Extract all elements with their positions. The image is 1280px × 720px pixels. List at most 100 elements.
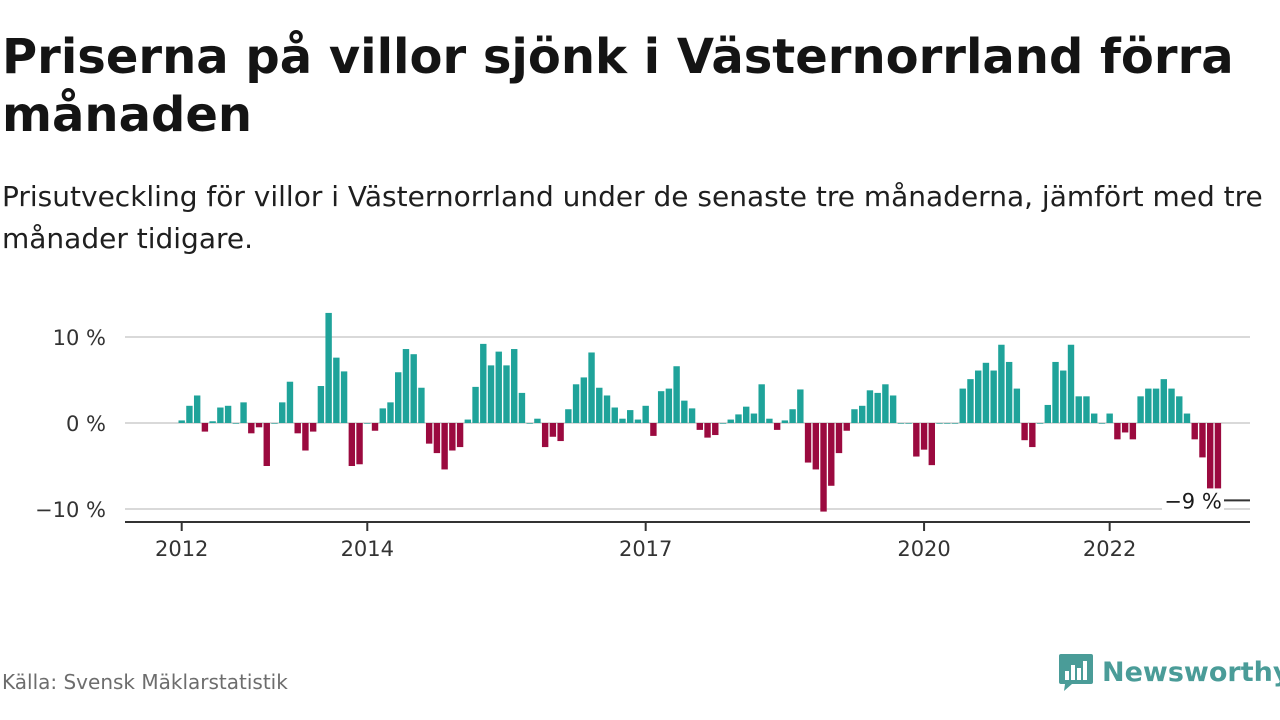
bar: [1214, 423, 1222, 501]
bar: [580, 377, 588, 423]
bar: [309, 423, 317, 432]
bar: [596, 387, 603, 423]
bar: [441, 423, 448, 470]
bar: [1206, 423, 1214, 492]
bar: [1176, 396, 1183, 423]
bar: [333, 357, 340, 423]
chart-subtitle: Prisutveckling för villor i Västernorrla…: [2, 180, 1263, 255]
bar: [1121, 423, 1129, 433]
bar: [812, 423, 820, 470]
bar: [688, 408, 696, 423]
bar: [650, 423, 657, 436]
bar: [1114, 423, 1121, 440]
bar: [1083, 396, 1090, 423]
bar: [758, 384, 765, 423]
bar: [975, 370, 982, 423]
bar: [859, 405, 866, 423]
bar: [565, 409, 572, 423]
bar: [951, 423, 959, 424]
bar: [495, 351, 502, 423]
bar: [395, 372, 402, 423]
x-tick-label: 2017: [619, 537, 672, 561]
bar: [642, 405, 649, 423]
bar: [920, 423, 928, 450]
bar: [1160, 379, 1167, 423]
bar: [294, 423, 301, 434]
bar: [843, 423, 850, 431]
bar: [387, 402, 394, 423]
bar: [627, 410, 634, 423]
bar: [1036, 423, 1044, 424]
bar: [302, 423, 309, 451]
bar: [456, 423, 464, 448]
bar: [217, 407, 224, 423]
bar: [557, 423, 564, 442]
bar: [928, 423, 935, 466]
bar: [712, 423, 719, 436]
bar: [1021, 423, 1028, 441]
bar: [271, 423, 278, 424]
bar: [789, 409, 796, 423]
bar: [1013, 388, 1021, 423]
bar: [410, 354, 417, 423]
bar: [340, 371, 348, 423]
bar: [998, 344, 1005, 423]
y-tick-label: 10 %: [53, 326, 106, 350]
bar: [1168, 388, 1175, 423]
bar: [1183, 413, 1191, 423]
chart-title: Priserna på villor sjönk i Västernorrlan…: [2, 29, 1234, 143]
bar: [1067, 344, 1075, 423]
bar: [433, 423, 441, 454]
bar: [325, 312, 332, 423]
bar: [704, 423, 711, 438]
bar: [193, 395, 201, 423]
bar: [944, 423, 951, 424]
last-value-label: −9 %: [1164, 489, 1222, 513]
bar: [549, 423, 557, 437]
bar: [851, 409, 858, 423]
bar: [967, 379, 974, 423]
bar: [1129, 423, 1137, 440]
bar: [449, 423, 456, 451]
bar: [255, 423, 263, 428]
bar: [804, 423, 812, 463]
y-tick-label: −10 %: [35, 498, 106, 522]
bar: [673, 366, 680, 423]
bar: [263, 423, 270, 466]
bar: [735, 414, 742, 423]
x-tick-label: 2022: [1083, 537, 1136, 561]
bar: [1005, 361, 1013, 423]
brand-name: Newsworthy: [1102, 656, 1280, 688]
bar: [719, 423, 727, 424]
bar: [472, 386, 479, 423]
bar: [379, 408, 386, 423]
bar: [317, 386, 325, 423]
bar: [534, 418, 541, 423]
bar: [820, 423, 827, 512]
bar: [835, 423, 843, 454]
bar: [1029, 423, 1036, 448]
newsworthy-logo-icon: [1059, 654, 1093, 691]
bar: [240, 402, 247, 423]
bar: [897, 423, 905, 424]
bar: [743, 406, 750, 423]
bar: [936, 423, 943, 424]
bar: [828, 423, 835, 486]
bar: [681, 400, 688, 423]
newsworthy-logo[interactable]: Newsworthy: [1058, 652, 1280, 692]
bar: [232, 423, 240, 424]
bar: [464, 419, 472, 423]
bar: [905, 423, 912, 424]
bar: [611, 407, 618, 423]
bar: [982, 362, 990, 423]
bar: [1090, 413, 1098, 423]
bar: [959, 388, 966, 423]
bar: [990, 370, 997, 423]
bar: [541, 423, 549, 448]
bar: [224, 405, 232, 423]
bar: [874, 392, 881, 423]
bar: [487, 365, 495, 423]
source-note: Källa: Svensk Mäklarstatistik: [2, 670, 288, 694]
bar: [418, 387, 425, 423]
bar: [1075, 396, 1082, 423]
